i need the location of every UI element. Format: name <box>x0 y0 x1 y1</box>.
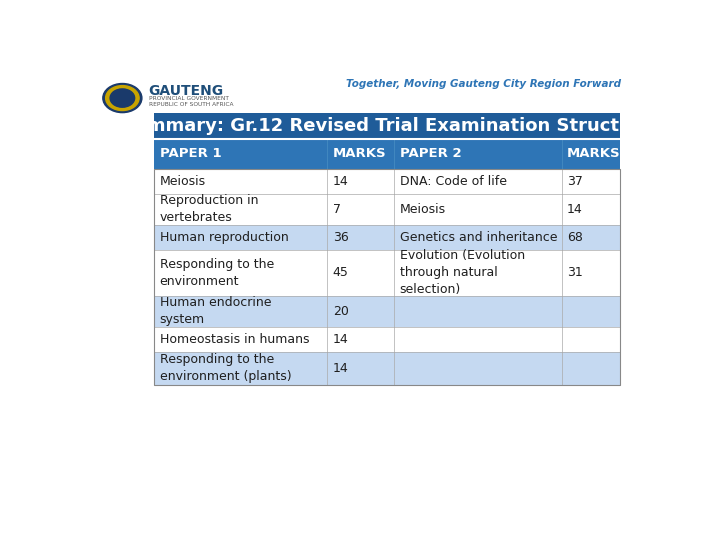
Text: Evolution (Evolution
through natural
selection): Evolution (Evolution through natural sel… <box>400 249 525 296</box>
Text: Human reproduction: Human reproduction <box>160 231 289 244</box>
Text: 7: 7 <box>333 203 341 216</box>
Text: Summary: Gr.12 Revised Trial Examination Structure: Summary: Gr.12 Revised Trial Examination… <box>121 117 653 134</box>
Text: Genetics and inheritance: Genetics and inheritance <box>400 231 557 244</box>
Text: 36: 36 <box>333 231 348 244</box>
FancyBboxPatch shape <box>154 352 620 385</box>
FancyBboxPatch shape <box>154 139 620 168</box>
FancyBboxPatch shape <box>154 168 620 194</box>
Text: 14: 14 <box>333 362 348 375</box>
Text: Meiosis: Meiosis <box>160 175 206 188</box>
Circle shape <box>103 84 142 113</box>
Text: Meiosis: Meiosis <box>400 203 446 216</box>
Text: Homeostasis in humans: Homeostasis in humans <box>160 333 310 346</box>
Text: GAUTENG: GAUTENG <box>148 84 224 98</box>
FancyBboxPatch shape <box>154 295 620 327</box>
FancyBboxPatch shape <box>154 194 620 225</box>
Text: DNA: Code of life: DNA: Code of life <box>400 175 507 188</box>
Circle shape <box>110 89 135 107</box>
Text: PROVINCIAL GOVERNMENT: PROVINCIAL GOVERNMENT <box>148 96 228 100</box>
Text: Responding to the
environment (plants): Responding to the environment (plants) <box>160 353 292 383</box>
FancyBboxPatch shape <box>154 113 620 139</box>
Text: MARKS: MARKS <box>333 147 387 160</box>
Text: 68: 68 <box>567 231 583 244</box>
Text: MARKS: MARKS <box>567 147 621 160</box>
Text: 20: 20 <box>333 305 348 318</box>
Text: 31: 31 <box>567 266 582 279</box>
Text: 37: 37 <box>567 175 583 188</box>
Text: REPUBLIC OF SOUTH AFRICA: REPUBLIC OF SOUTH AFRICA <box>148 102 233 107</box>
Text: 45: 45 <box>333 266 348 279</box>
Text: Reproduction in
vertebrates: Reproduction in vertebrates <box>160 194 258 224</box>
FancyBboxPatch shape <box>154 327 620 352</box>
Text: Together, Moving Gauteng City Region Forward: Together, Moving Gauteng City Region For… <box>346 78 621 89</box>
FancyBboxPatch shape <box>154 225 620 250</box>
Text: PAPER 1: PAPER 1 <box>160 147 221 160</box>
Text: 14: 14 <box>333 175 348 188</box>
Text: 14: 14 <box>333 333 348 346</box>
FancyBboxPatch shape <box>154 250 620 295</box>
Text: Human endocrine
system: Human endocrine system <box>160 296 271 326</box>
Text: 14: 14 <box>567 203 582 216</box>
Text: Responding to the
environment: Responding to the environment <box>160 258 274 288</box>
Circle shape <box>106 85 139 111</box>
Text: PAPER 2: PAPER 2 <box>400 147 462 160</box>
